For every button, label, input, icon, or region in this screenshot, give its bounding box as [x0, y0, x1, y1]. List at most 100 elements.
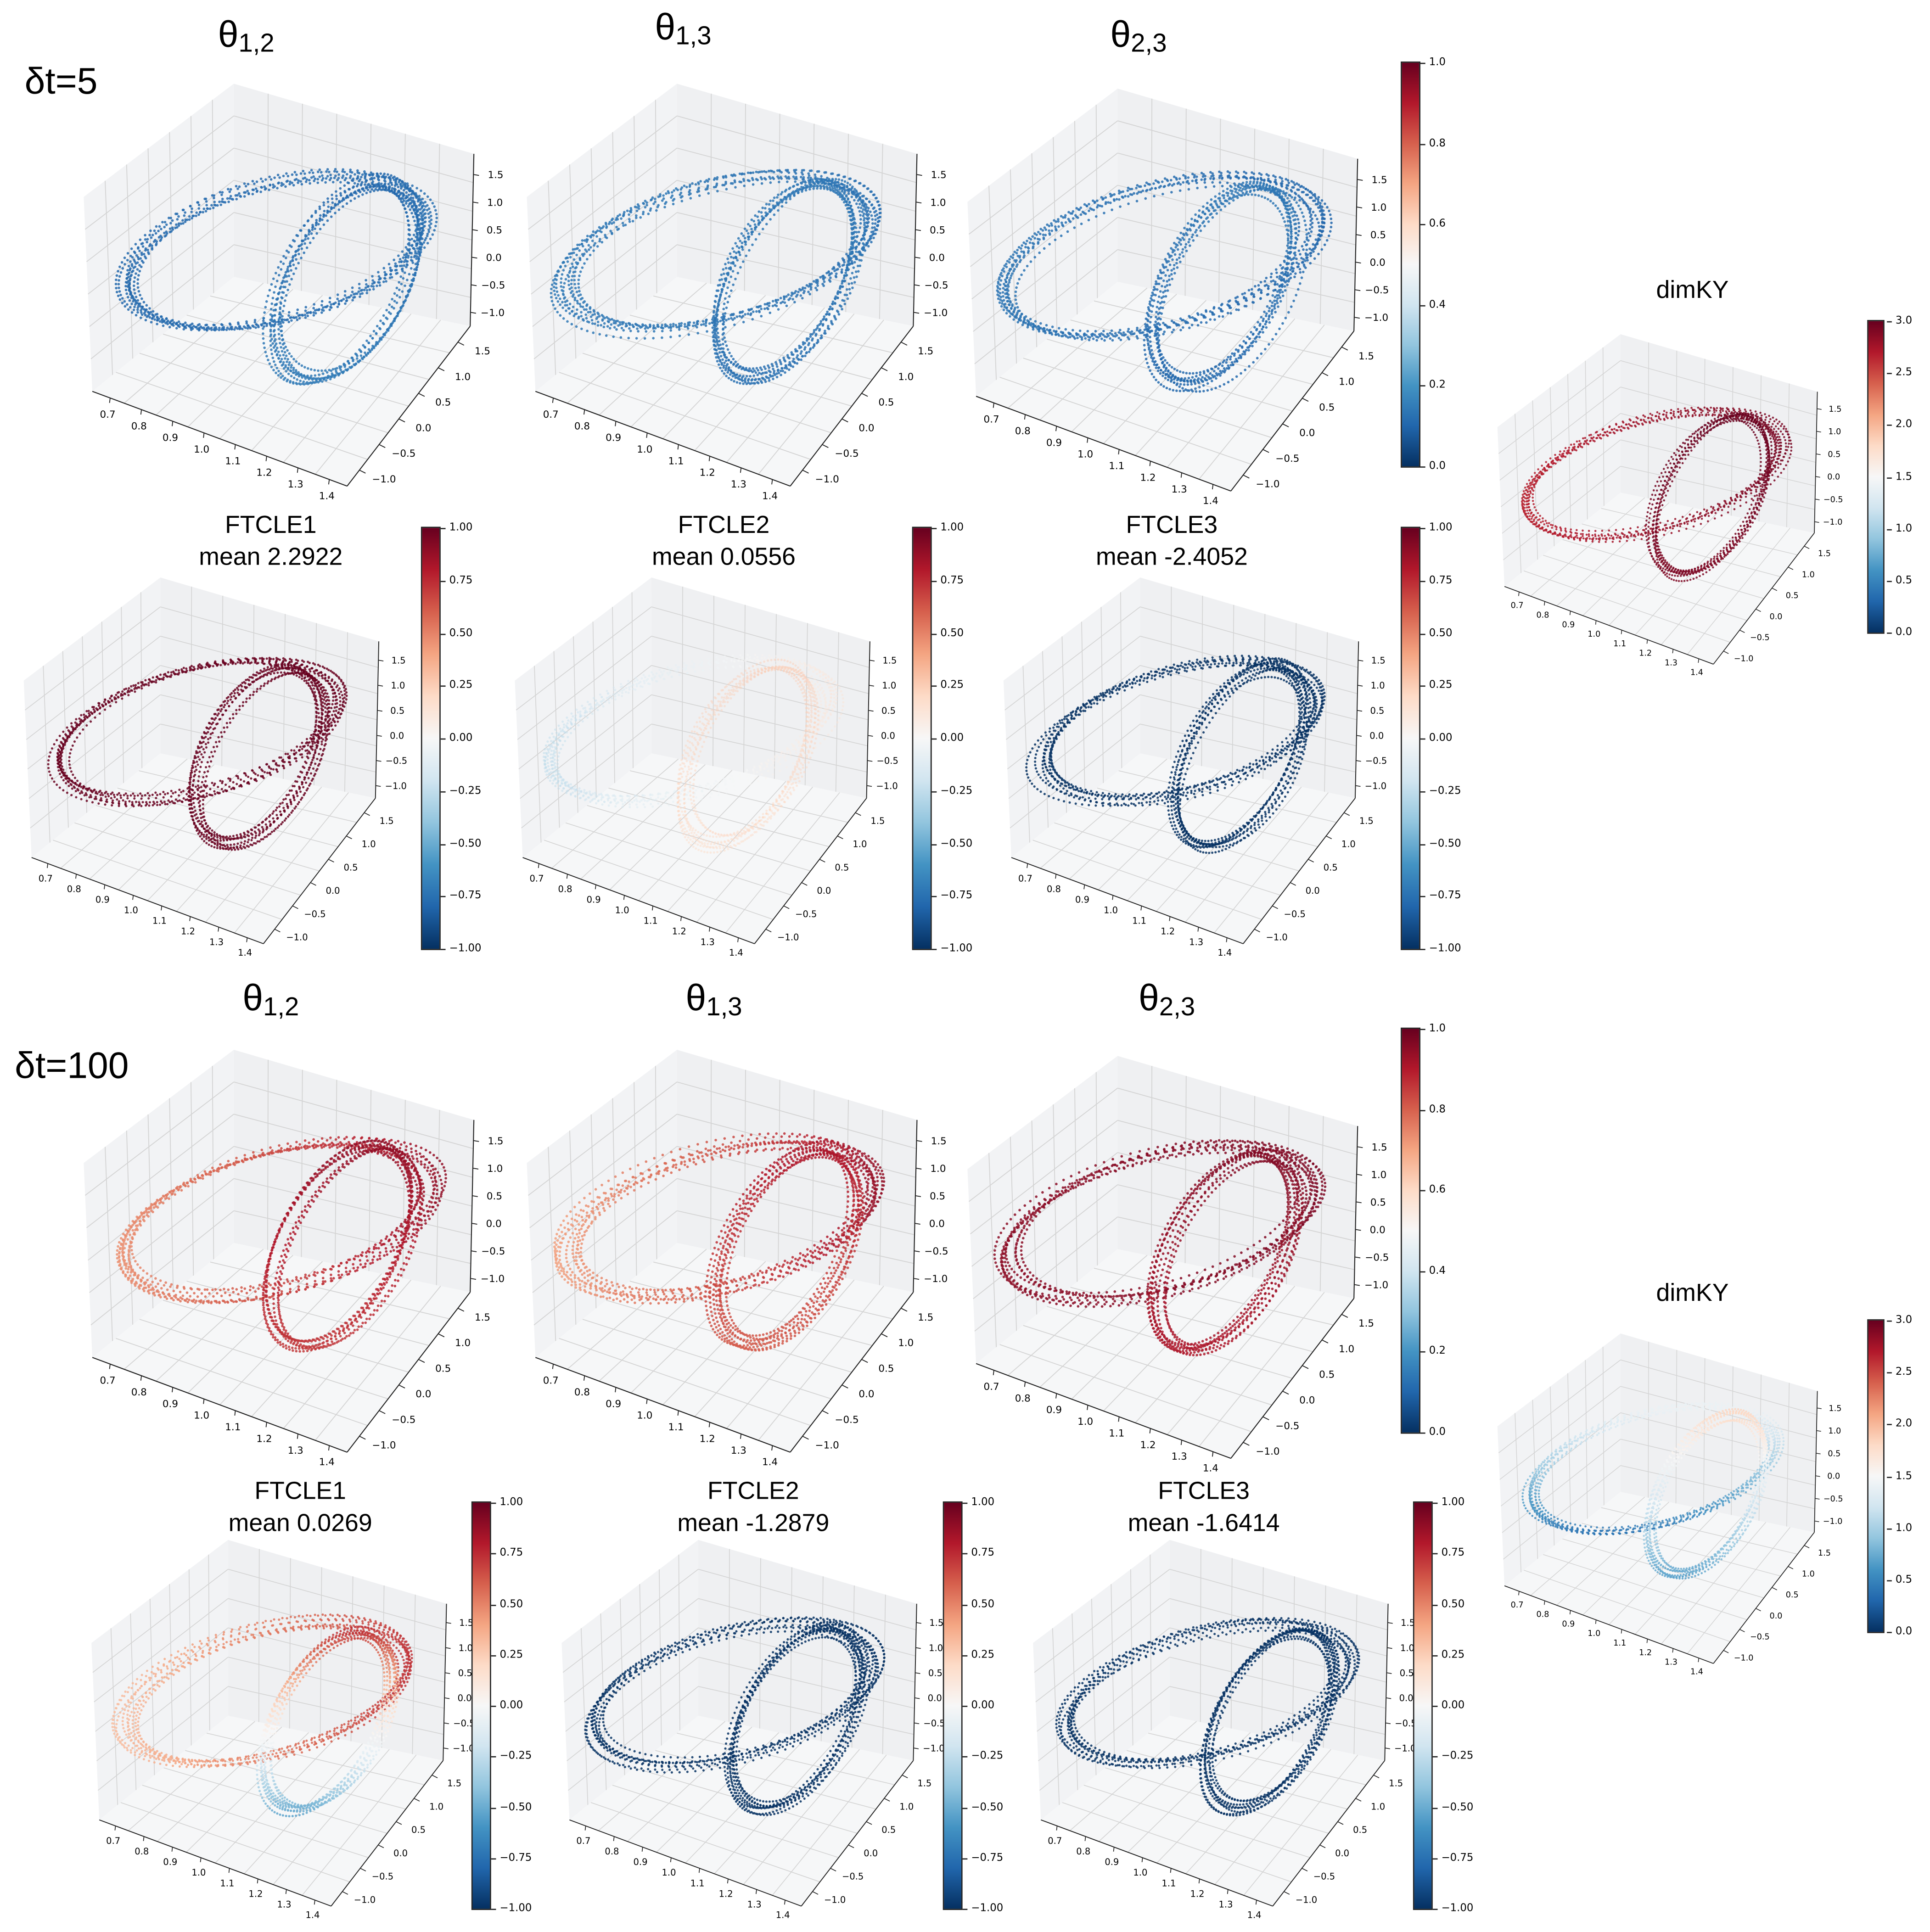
data-point [361, 292, 364, 295]
data-point [302, 169, 305, 173]
data-point [618, 213, 622, 216]
data-point [831, 323, 834, 326]
data-point [146, 238, 149, 241]
data-point [820, 182, 823, 185]
data-point [1102, 330, 1105, 333]
data-point [729, 373, 732, 376]
data-point [1302, 186, 1305, 189]
data-point [1301, 261, 1304, 264]
data-point [340, 200, 343, 202]
data-point [822, 317, 825, 320]
data-point [325, 376, 327, 379]
data-point [342, 168, 345, 171]
data-point [1237, 176, 1240, 179]
data-point [1324, 202, 1326, 205]
data-point [285, 257, 287, 259]
data-point [213, 201, 216, 203]
data-point [384, 182, 387, 185]
data-point [820, 336, 823, 339]
data-point [819, 184, 822, 187]
data-point [277, 370, 280, 373]
data-point [550, 283, 554, 286]
data-point [292, 272, 295, 275]
data-point [1243, 292, 1246, 295]
data-point [251, 179, 254, 183]
data-point [726, 363, 729, 366]
z-tick-label: 1.5 [488, 169, 503, 181]
data-point [604, 235, 607, 239]
data-point [851, 272, 854, 274]
data-point [295, 258, 297, 261]
data-point [377, 275, 381, 278]
data-point [314, 227, 316, 230]
data-point [724, 353, 726, 356]
data-point [775, 301, 778, 304]
data-point [846, 189, 849, 192]
data-point [309, 182, 311, 185]
data-point [410, 283, 413, 286]
data-point [758, 233, 761, 235]
z-tick-label: 0.5 [487, 224, 502, 236]
data-point [816, 325, 819, 327]
data-point [875, 209, 877, 213]
data-point [219, 203, 223, 206]
data-point [853, 217, 855, 219]
data-point [287, 314, 290, 317]
data-point [229, 323, 232, 326]
data-point [1304, 202, 1307, 205]
data-point [848, 207, 851, 210]
data-point [600, 314, 604, 317]
data-point [326, 175, 329, 178]
z-tick-label: 0.5 [930, 224, 945, 236]
data-point [811, 178, 814, 181]
x-tick [1180, 472, 1182, 478]
data-point [282, 174, 285, 178]
data-point [1092, 199, 1094, 202]
data-point [296, 319, 299, 321]
data-point [150, 236, 153, 239]
data-point [747, 223, 750, 226]
data-point [787, 293, 790, 296]
data-point [406, 184, 410, 187]
data-point [161, 321, 164, 324]
data-point [409, 208, 412, 211]
data-point [785, 188, 788, 191]
data-point [830, 179, 833, 182]
data-point [1260, 173, 1263, 176]
data-point [139, 257, 142, 260]
data-point [254, 326, 257, 329]
data-point [387, 183, 390, 185]
data-point [847, 198, 850, 201]
data-point [401, 180, 404, 183]
data-point [331, 193, 333, 196]
data-point [1050, 333, 1054, 336]
data-point [1226, 174, 1229, 178]
y-tick [457, 342, 465, 346]
data-point [403, 271, 406, 274]
data-point [328, 375, 331, 378]
data-point [550, 300, 554, 302]
data-point [751, 230, 754, 233]
data-point [1090, 208, 1094, 211]
data-point [774, 205, 777, 207]
data-point [788, 193, 791, 196]
data-point [866, 218, 869, 221]
data-point [377, 178, 380, 181]
data-point [421, 227, 424, 230]
data-point [603, 322, 606, 325]
data-point [1260, 289, 1263, 292]
plot-theta12-dt5: 0.7 0.8 0.9 1.0 1.1 1.2 1.3 1.4 −1.0 −0.5 0.0 0.5 1.… [74, 74, 505, 502]
data-point [843, 192, 846, 195]
data-point [578, 315, 580, 319]
data-point [1044, 228, 1047, 231]
data-point [140, 252, 143, 254]
data-point [363, 189, 366, 192]
data-point [379, 277, 382, 280]
data-point [406, 186, 409, 190]
grid-line [973, 217, 1118, 332]
data-point [581, 266, 584, 269]
data-point [714, 321, 717, 324]
data-point [834, 180, 836, 183]
data-point [767, 169, 770, 173]
data-point [742, 234, 745, 237]
